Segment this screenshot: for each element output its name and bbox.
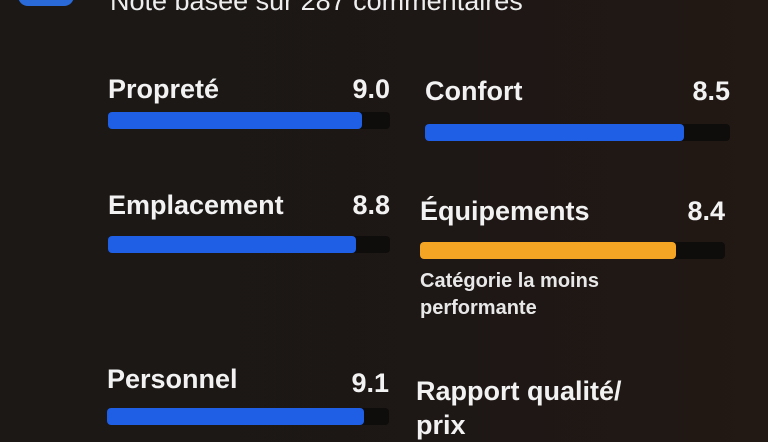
category-label: Propreté (108, 74, 220, 104)
score-bar (108, 236, 390, 253)
score-bar (425, 124, 730, 141)
score-bar-fill (108, 112, 362, 129)
reviews-summary-title: Note basée sur 287 commentaires (110, 0, 523, 16)
category-label: Rapport qualité/ prix (416, 376, 622, 440)
category-label: Confort (425, 76, 523, 106)
score-bar (108, 112, 390, 129)
weakest-category-note: Catégorie la moins performante (420, 270, 599, 319)
category-score: 8.8 (352, 190, 390, 220)
category-label: Emplacement (108, 190, 284, 220)
score-bar (420, 242, 725, 259)
score-bar-fill (425, 124, 685, 141)
score-bar-fill (108, 236, 357, 253)
category-score: 9.0 (352, 74, 390, 104)
category-label: Personnel (107, 364, 238, 394)
score-bar (107, 408, 389, 425)
score-bar-fill (420, 242, 677, 259)
category-score: 8.5 (692, 76, 730, 106)
logo (18, 0, 74, 6)
category-score: 9.1 (351, 368, 389, 398)
score-bar-fill (107, 408, 364, 425)
category-label: Équipements (420, 196, 590, 226)
category-score: 8.4 (687, 196, 725, 226)
